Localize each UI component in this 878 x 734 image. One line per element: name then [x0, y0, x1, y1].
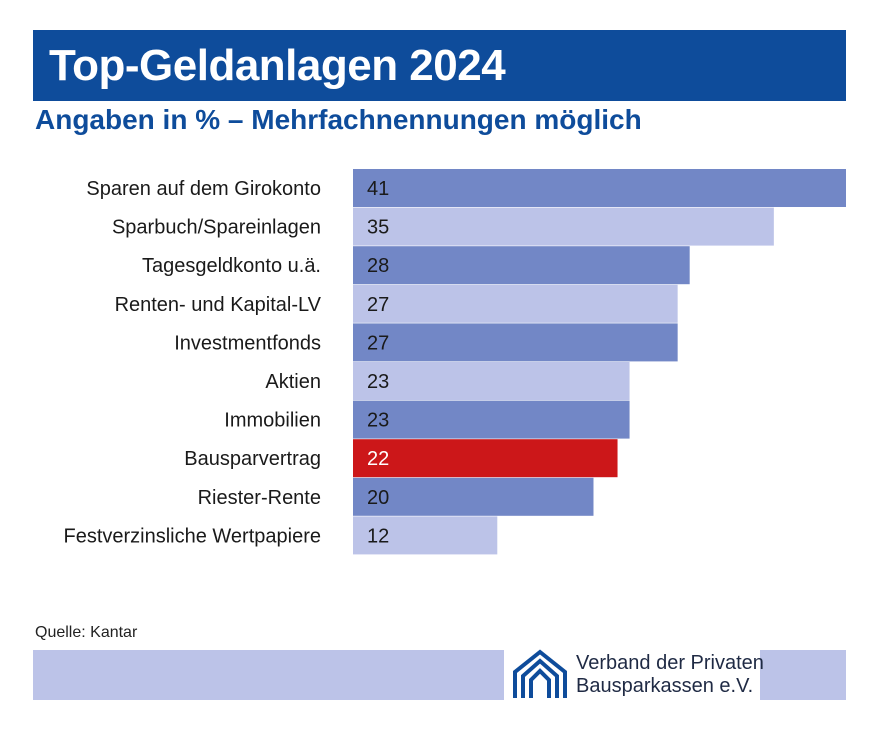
bar-5 — [353, 323, 678, 362]
chart-subtitle: Angaben in % – Mehrfachnennungen möglich — [35, 104, 642, 135]
value-label-4: 27 — [367, 294, 389, 316]
value-label-5: 27 — [367, 332, 389, 354]
value-label-2: 35 — [367, 217, 389, 239]
category-label-8: Bausparvertrag — [184, 448, 321, 470]
value-label-7: 23 — [367, 410, 389, 432]
value-label-8: 22 — [367, 448, 389, 470]
bar-6 — [353, 362, 630, 400]
bar-10 — [353, 516, 498, 555]
source-note: Quelle: Kantar — [35, 624, 138, 641]
house-logo-icon — [513, 649, 567, 698]
org-name-line1: Verband der Privaten — [576, 652, 764, 674]
category-label-9: Riester-Rente — [198, 487, 321, 509]
bar-7 — [353, 400, 630, 439]
chart-title: Top-Geldanlagen 2024 — [49, 41, 506, 90]
title-bar: Top-Geldanlagen 2024 — [33, 30, 846, 101]
bar-1 — [353, 169, 846, 207]
category-label-3: Tagesgeldkonto u.ä. — [142, 255, 321, 277]
value-label-3: 28 — [367, 255, 389, 277]
category-label-6: Aktien — [265, 371, 321, 393]
category-label-5: Investmentfonds — [174, 332, 321, 354]
bar-4 — [353, 284, 678, 323]
value-label-1: 41 — [367, 178, 389, 200]
bar-chart: Sparen auf dem Girokonto 41 Sparbuch/Spare… — [63, 169, 846, 555]
bar-8 — [353, 439, 618, 478]
category-label-2: Sparbuch/Spareinlagen — [112, 217, 321, 239]
category-label-7: Immobilien — [224, 410, 321, 432]
org-name: Verband der Privaten Bausparkassen e.V. — [576, 652, 764, 698]
value-label-10: 12 — [367, 525, 389, 547]
org-name-line2: Bausparkassen e.V. — [576, 675, 754, 697]
category-label-4: Renten- und Kapital-LV — [115, 294, 322, 316]
bar-2 — [353, 207, 774, 246]
category-label-10: Festverzinsliche Wertpapiere — [63, 525, 321, 547]
footer-band-left — [33, 650, 504, 700]
footer-band-right — [760, 650, 846, 700]
bar-9 — [353, 477, 594, 516]
value-label-6: 23 — [367, 371, 389, 393]
value-label-9: 20 — [367, 487, 389, 509]
category-label-1: Sparen auf dem Girokonto — [86, 178, 321, 200]
bar-3 — [353, 246, 690, 285]
